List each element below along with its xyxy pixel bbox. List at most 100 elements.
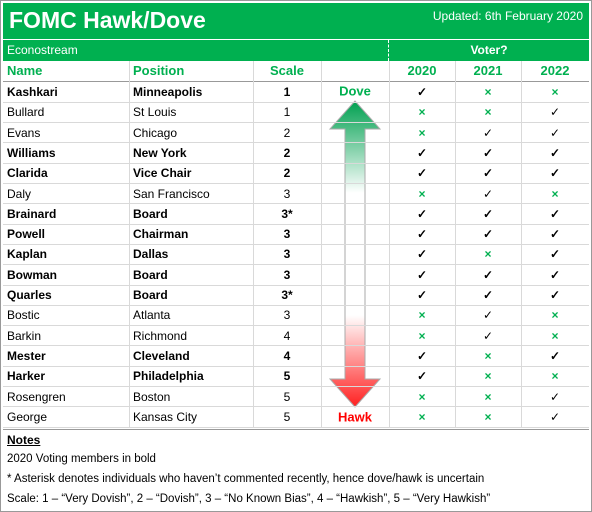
- table-cell: 3: [283, 308, 291, 323]
- table-cell: ✓: [482, 166, 494, 181]
- table-cell: ×: [418, 105, 426, 120]
- table-cell: Rosengren: [7, 389, 66, 404]
- table-cell: ×: [484, 85, 492, 99]
- table-cell: ✓: [482, 145, 494, 160]
- row-line: [3, 243, 589, 245]
- table-cell: ×: [418, 308, 426, 323]
- table-cell: Boston: [133, 389, 171, 404]
- divider: [388, 40, 389, 61]
- table-cell: Clarida: [7, 166, 48, 181]
- table-cell: ✓: [549, 409, 561, 424]
- table-cell: 3: [283, 247, 291, 262]
- note-line: * Asterisk denotes individuals who haven…: [7, 473, 485, 485]
- table-cell: 5: [283, 369, 291, 384]
- source: Econostream: [7, 43, 78, 57]
- table-cell: ✓: [549, 348, 561, 363]
- notes-heading: Notes: [7, 433, 41, 447]
- table-cell: Cleveland: [133, 348, 190, 363]
- table-cell: Board: [133, 206, 168, 221]
- column-header: Position: [133, 63, 185, 78]
- table-cell: ×: [551, 369, 559, 384]
- table-cell: ×: [551, 308, 559, 323]
- table-cell: ×: [484, 409, 492, 424]
- table-cell: ✓: [416, 227, 428, 242]
- note-line: Scale: 1 – “Very Dovish”, 2 – “Dovish”, …: [7, 493, 491, 505]
- table-cell: ✓: [549, 145, 561, 160]
- row-line: [3, 345, 589, 347]
- table-cell: 4: [283, 348, 291, 363]
- table-cell: 2: [283, 145, 291, 160]
- row-line: [3, 142, 589, 144]
- table-cell: ✓: [482, 125, 494, 140]
- table-cell: ×: [551, 85, 559, 99]
- table-cell: ✓: [482, 288, 494, 302]
- table-cell: Bostic: [7, 308, 40, 323]
- table-cell: 3*: [281, 206, 293, 221]
- table-cell: 2: [283, 166, 291, 181]
- table-cell: 1: [283, 85, 291, 99]
- table-cell: Richmond: [133, 328, 188, 343]
- header-band: [3, 3, 589, 61]
- row-line: [3, 162, 589, 164]
- table-cell: ×: [418, 125, 426, 140]
- table-cell: 3: [283, 227, 291, 242]
- table-cell: San Francisco: [133, 186, 210, 201]
- column-header: 2021: [473, 63, 503, 78]
- table-cell: ✓: [549, 247, 561, 262]
- column-header: Scale: [270, 63, 304, 78]
- table-cell: 3: [283, 186, 291, 201]
- arrow-shape: [328, 100, 382, 408]
- column-line: [129, 61, 130, 428]
- table-cell: ✓: [482, 267, 494, 282]
- table-cell: ✓: [416, 267, 428, 282]
- row-line: [3, 304, 589, 306]
- header-line: [3, 81, 589, 82]
- row-line: [3, 406, 589, 408]
- table-cell: New York: [133, 145, 187, 160]
- table-cell: Harker: [7, 369, 46, 384]
- table-cell: ✓: [482, 227, 494, 242]
- table-cell: Bullard: [7, 105, 45, 120]
- table-cell: ✓: [416, 206, 428, 221]
- table-cell: ✓: [549, 389, 561, 404]
- table-cell: ×: [551, 186, 559, 201]
- note-line: 2020 Voting members in bold: [7, 453, 156, 465]
- table-cell: Chicago: [133, 125, 178, 140]
- row-line: [3, 365, 589, 367]
- table-cell: ×: [484, 369, 492, 384]
- table-cell: ✓: [482, 186, 494, 201]
- table-cell: Kaplan: [7, 247, 48, 262]
- table-cell: ✓: [416, 348, 428, 363]
- table-cell: ×: [418, 409, 426, 424]
- row-line: [3, 264, 589, 266]
- table-cell: ×: [484, 348, 492, 363]
- table-cell: 5: [283, 409, 291, 424]
- table-cell: 1: [283, 105, 291, 120]
- row-line: [3, 426, 589, 428]
- table-cell: ✓: [482, 308, 494, 323]
- table-cell: Board: [133, 288, 168, 302]
- table-cell: ✓: [416, 369, 428, 384]
- table-cell: ✓: [416, 247, 428, 262]
- table-cell: ✓: [549, 206, 561, 221]
- row-line: [3, 386, 589, 387]
- column-line: [389, 61, 390, 428]
- table-cell: ×: [418, 186, 426, 201]
- table-cell: Daly: [7, 186, 32, 201]
- arrow: Dove Hawk: [328, 83, 382, 424]
- table-cell: ✓: [549, 105, 561, 120]
- table-cell: Quarles: [7, 288, 52, 302]
- table-cell: 3*: [281, 288, 293, 302]
- table-cell: ✓: [482, 206, 494, 221]
- table-cell: ✓: [416, 85, 428, 99]
- row-line: [3, 325, 589, 327]
- hawk-label: Hawk: [338, 409, 373, 424]
- column-line: [455, 61, 456, 428]
- table-cell: 3: [283, 267, 291, 282]
- table-cell: Atlanta: [133, 308, 171, 323]
- table-cell: ×: [418, 389, 426, 404]
- table-cell: Kansas City: [133, 409, 198, 424]
- table-cell: ×: [484, 105, 492, 120]
- table-cell: Evans: [7, 125, 41, 140]
